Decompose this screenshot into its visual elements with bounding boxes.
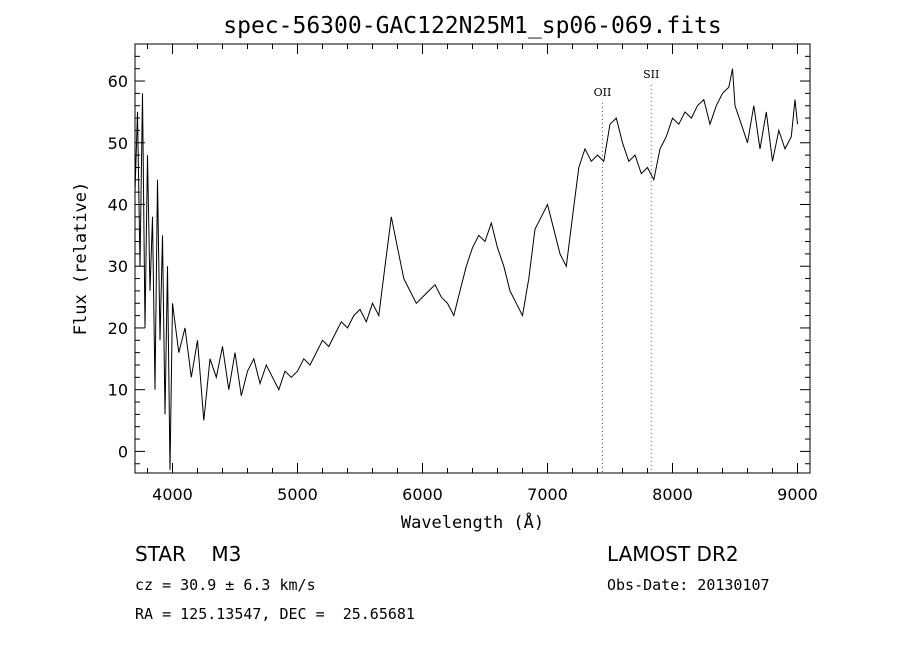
- y-tick-label: 10: [108, 381, 128, 400]
- x-tick-label: 5000: [277, 485, 318, 504]
- x-tick-label: 6000: [402, 485, 443, 504]
- spectrum-line: [134, 68, 798, 470]
- y-tick-label: 20: [108, 319, 128, 338]
- survey-name: LAMOST DR2: [607, 542, 739, 566]
- chart-title: spec-56300-GAC122N25M1_sp06-069.fits: [223, 13, 722, 39]
- emission-line-label: SII: [643, 68, 659, 81]
- observation-date: Obs-Date: 20130107: [607, 576, 770, 594]
- coordinates: RA = 125.13547, DEC = 25.65681: [135, 605, 415, 623]
- y-tick-label: 60: [108, 72, 128, 91]
- x-tick-label: 9000: [777, 485, 818, 504]
- y-tick-label: 40: [108, 195, 128, 214]
- x-axis-label: Wavelength (Å): [401, 511, 544, 533]
- y-axis-label: Flux (relative): [71, 182, 91, 336]
- redshift-cz: cz = 30.9 ± 6.3 km/s: [135, 576, 316, 594]
- emission-line-markers: OII SII: [594, 68, 659, 473]
- y-tick-label: 0: [118, 442, 128, 461]
- plot-frame: [134, 43, 811, 474]
- x-tick-label: 7000: [527, 485, 568, 504]
- object-class: STAR M3: [135, 542, 242, 566]
- axes: 4000 5000 6000 7000 8000 9000 0 10 20 30 40 50 60: [108, 44, 818, 504]
- y-tick-label: 30: [108, 257, 128, 276]
- y-tick-label: 50: [108, 134, 128, 153]
- x-tick-label: 8000: [652, 485, 693, 504]
- emission-line-label: OII: [594, 86, 612, 99]
- x-tick-label: 4000: [152, 485, 193, 504]
